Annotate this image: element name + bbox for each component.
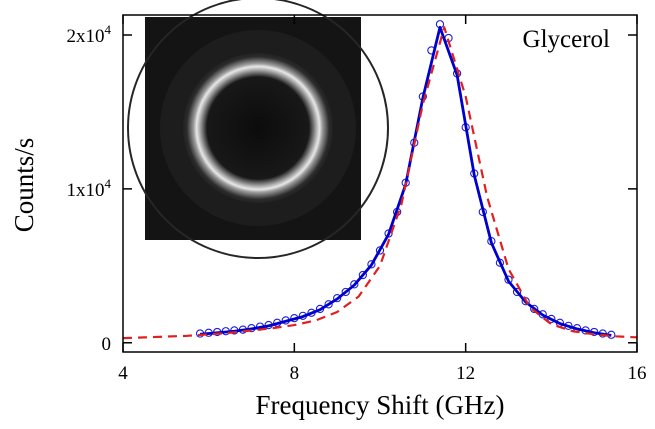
x-tick-label: 4 — [118, 363, 128, 384]
inset-image — [127, 0, 389, 259]
x-tick-label: 16 — [628, 363, 647, 384]
plot-frame — [122, 14, 638, 353]
data-point — [530, 304, 539, 314]
x-tick-label: 12 — [456, 363, 475, 384]
data-point — [333, 293, 342, 303]
data-point — [324, 300, 333, 309]
data-point — [358, 270, 368, 280]
y-tick-label: 2x104 — [67, 22, 112, 47]
y-tick-label: 0 — [102, 334, 112, 355]
data-point — [350, 280, 359, 289]
y-axis-title: Counts/s — [9, 138, 39, 233]
data-point — [512, 287, 522, 297]
data-point — [367, 260, 376, 269]
annotation: Glycerol — [523, 26, 611, 53]
x-axis-title: Frequency Shift (GHz) — [256, 390, 505, 420]
data-point — [341, 287, 350, 297]
y-tick-label: 1x104 — [67, 176, 112, 201]
x-tick-label: 8 — [290, 363, 300, 384]
